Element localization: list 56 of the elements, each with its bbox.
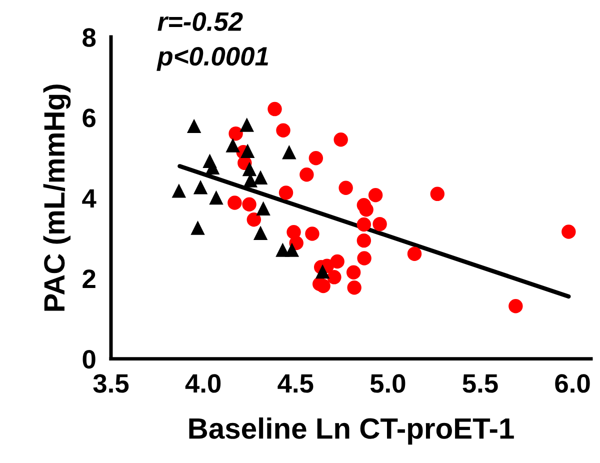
y-tick-label: 4 (82, 189, 96, 208)
point (315, 264, 330, 279)
point (186, 118, 202, 134)
x-tick-label: 4.0 (185, 374, 221, 393)
point (338, 180, 353, 195)
point (282, 144, 296, 160)
y-axis-title: PAC (mL/mmHg) (43, 84, 71, 311)
point (209, 190, 224, 205)
point (193, 180, 208, 194)
point (508, 299, 523, 314)
x-axis-title: Baseline Ln CT-proET-1 (189, 417, 514, 445)
point (284, 242, 300, 257)
annotation: p<0.0001 (156, 46, 268, 71)
point (228, 126, 243, 141)
point (228, 196, 242, 210)
y-tick-label: 2 (82, 270, 96, 288)
text: r=-0.52 (158, 12, 243, 31)
point (226, 138, 240, 152)
point (308, 150, 324, 166)
point (562, 224, 576, 239)
point (190, 220, 205, 235)
point (240, 118, 254, 132)
point (242, 162, 257, 176)
point (346, 265, 361, 280)
point (356, 217, 372, 232)
point (327, 270, 342, 284)
point (316, 278, 330, 294)
point (268, 102, 282, 116)
point (372, 216, 387, 232)
y-tick-label: 0 (82, 350, 96, 369)
point (278, 186, 294, 200)
y-tick-label: 6 (82, 108, 96, 128)
x-tick-label: 3.5 (93, 374, 129, 393)
x-tick-label: 5.5 (462, 374, 498, 393)
x-tick-label: 4.5 (278, 374, 314, 393)
point (356, 233, 372, 248)
point (347, 280, 362, 295)
point (300, 167, 314, 182)
point (407, 246, 422, 261)
x-tick-label: 6.0 (555, 374, 590, 393)
x-tick-label: 5.0 (370, 374, 406, 393)
point (172, 184, 186, 198)
point (368, 188, 383, 202)
point (253, 226, 268, 240)
point (357, 251, 372, 266)
point (359, 202, 374, 217)
point (430, 186, 445, 202)
point (305, 226, 320, 241)
point (276, 123, 290, 138)
y-tick-label: 8 (82, 28, 96, 47)
point (240, 144, 255, 158)
point (253, 170, 268, 185)
point (242, 197, 256, 212)
point (246, 212, 262, 227)
point (334, 132, 348, 147)
point (256, 201, 270, 216)
